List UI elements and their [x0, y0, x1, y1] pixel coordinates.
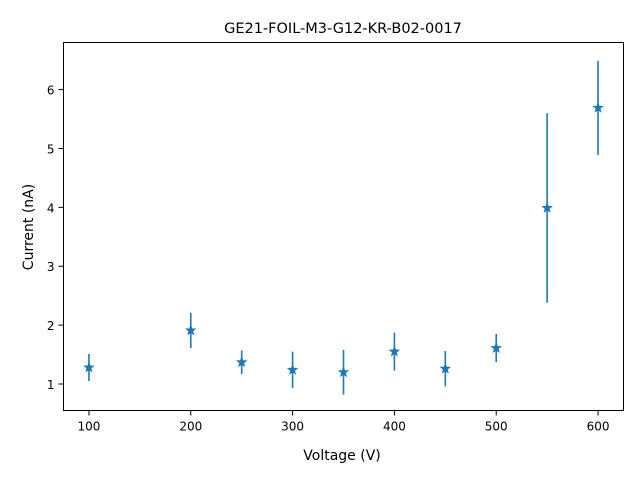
data-point: [541, 201, 553, 213]
data-markers: [83, 101, 604, 378]
data-point: [337, 366, 350, 378]
data-point: [490, 342, 502, 353]
data-point: [185, 324, 197, 336]
y-tick-label: 6: [47, 84, 55, 98]
y-axis-ticks: 1 2 3 4 5 6: [47, 84, 64, 392]
data-point: [286, 363, 299, 375]
x-tick-label: 100: [78, 420, 101, 434]
y-tick-label: 3: [47, 260, 55, 274]
x-tick-label: 400: [383, 420, 406, 434]
y-axis-label: Current (nA): [21, 184, 37, 270]
data-point: [388, 345, 401, 357]
y-tick-label: 4: [47, 201, 55, 215]
y-tick-label: 1: [47, 378, 55, 392]
data-point: [235, 356, 248, 368]
y-tick-label: 5: [47, 142, 55, 156]
data-point: [439, 362, 452, 374]
plot-frame: [63, 42, 624, 411]
x-tick-label: 500: [485, 420, 508, 434]
x-axis-ticks: 100 200 300 400 500 600: [78, 410, 610, 434]
data-point: [592, 101, 604, 113]
x-tick-label: 300: [281, 420, 304, 434]
x-axis-label: Voltage (V): [303, 448, 380, 464]
x-tick-label: 600: [587, 420, 610, 434]
y-tick-label: 2: [47, 319, 55, 333]
chart-title: GE21-FOIL-M3-G12-KR-B02-0017: [224, 21, 462, 37]
data-point: [83, 361, 95, 373]
x-tick-label: 200: [179, 420, 202, 434]
plot-area: [63, 42, 624, 411]
